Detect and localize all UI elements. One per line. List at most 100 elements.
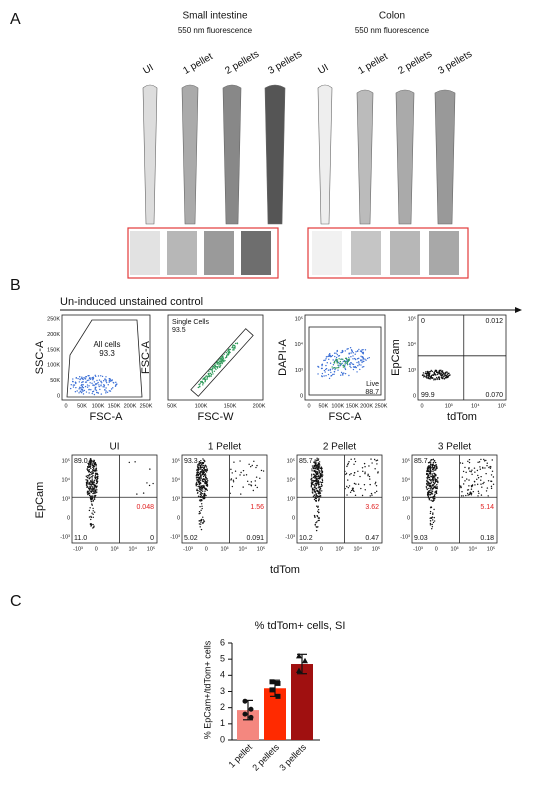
event-dot <box>198 495 200 498</box>
event-dot <box>367 473 369 476</box>
quadrant-value: 5.14 <box>480 504 494 511</box>
y-tick-label: 10³ <box>402 496 410 502</box>
chart-title: % tdTom+ cells, SI <box>255 620 346 632</box>
event-dot <box>255 466 257 469</box>
y-tick-label: 10⁵ <box>402 457 410 464</box>
event-dot <box>426 467 429 469</box>
event-dot <box>229 351 231 354</box>
event-dot <box>311 473 313 476</box>
event-dot <box>428 470 430 473</box>
x-tick-label: 10³ <box>445 403 453 409</box>
data-point <box>302 657 308 664</box>
event-dot <box>91 464 94 467</box>
event-dot <box>198 473 200 476</box>
event-dot <box>483 460 486 462</box>
event-dot <box>319 495 322 497</box>
event-dot <box>342 350 344 352</box>
event-dot <box>329 352 331 355</box>
event-dot <box>317 365 319 368</box>
event-dot <box>361 349 363 351</box>
event-dot <box>108 390 111 392</box>
event-dot <box>101 382 103 384</box>
x-tick-label: 250K <box>140 403 153 409</box>
quadrant-value: 0.048 <box>136 504 154 511</box>
event-dot <box>211 370 213 372</box>
event-dot <box>350 472 352 475</box>
event-dot <box>368 356 370 359</box>
y-tick-label: 10³ <box>62 496 70 502</box>
event-dot <box>317 505 319 508</box>
event-dot <box>99 388 101 391</box>
event-dot <box>112 381 115 384</box>
arrow-head <box>515 307 522 313</box>
event-dot <box>428 483 430 485</box>
event-dot <box>92 472 95 474</box>
event-dot <box>128 461 130 464</box>
event-dot <box>339 364 341 367</box>
event-dot <box>437 480 439 483</box>
event-dot <box>478 461 481 463</box>
event-dot <box>314 485 316 488</box>
event-dot <box>204 379 207 382</box>
event-dot <box>93 491 95 494</box>
panel-label: C <box>10 593 22 610</box>
x-tick-label: 100K <box>195 403 208 409</box>
event-dot <box>470 494 473 496</box>
event-dot <box>90 523 93 526</box>
event-dot <box>375 485 378 487</box>
tissue-strip <box>434 89 456 225</box>
y-tick-label: 0 <box>292 515 295 521</box>
event-dot <box>476 483 479 486</box>
event-dot <box>360 359 362 361</box>
event-dot <box>321 479 324 482</box>
event-dot <box>82 381 84 383</box>
event-dot <box>345 473 347 476</box>
event-dot <box>441 374 444 376</box>
event-dot <box>71 380 74 383</box>
event-dot <box>320 471 323 473</box>
event-dot <box>344 364 346 366</box>
event-dot <box>100 380 102 382</box>
event-dot <box>91 503 93 505</box>
event-dot <box>315 529 318 532</box>
y-axis-label: FSC-A <box>140 340 152 374</box>
event-dot <box>206 378 208 380</box>
event-dot <box>232 344 234 346</box>
event-dot <box>88 477 91 479</box>
event-dot <box>321 364 323 367</box>
event-dot <box>314 482 317 484</box>
event-dot <box>312 467 315 470</box>
event-dot <box>203 469 205 472</box>
event-dot <box>437 481 439 484</box>
event-dot <box>85 391 88 393</box>
quadrant-value: 0 <box>421 318 425 325</box>
event-dot <box>483 481 485 484</box>
event-dot <box>344 362 346 364</box>
event-dot <box>337 362 340 364</box>
event-dot <box>346 465 348 468</box>
event-dot <box>202 519 205 521</box>
event-dot <box>89 460 92 463</box>
x-tick-label: 200K <box>124 403 137 409</box>
event-dot <box>329 355 332 358</box>
event-dot <box>233 349 235 351</box>
x-tick-label: 50K <box>167 403 177 409</box>
event-dot <box>88 490 90 492</box>
event-dot <box>98 384 100 386</box>
event-dot <box>88 487 90 489</box>
event-dot <box>470 488 473 490</box>
event-dot <box>96 489 98 491</box>
event-dot <box>199 467 202 469</box>
event-dot <box>226 354 228 357</box>
event-dot <box>256 464 258 467</box>
event-dot <box>431 526 434 528</box>
quadrant-value: 10.2 <box>299 535 313 542</box>
event-dot <box>344 367 346 370</box>
event-dot <box>255 476 258 478</box>
event-dot <box>91 478 93 480</box>
event-dot <box>206 469 208 471</box>
event-dot <box>435 370 437 372</box>
event-dot <box>312 492 314 494</box>
event-dot <box>347 358 349 360</box>
